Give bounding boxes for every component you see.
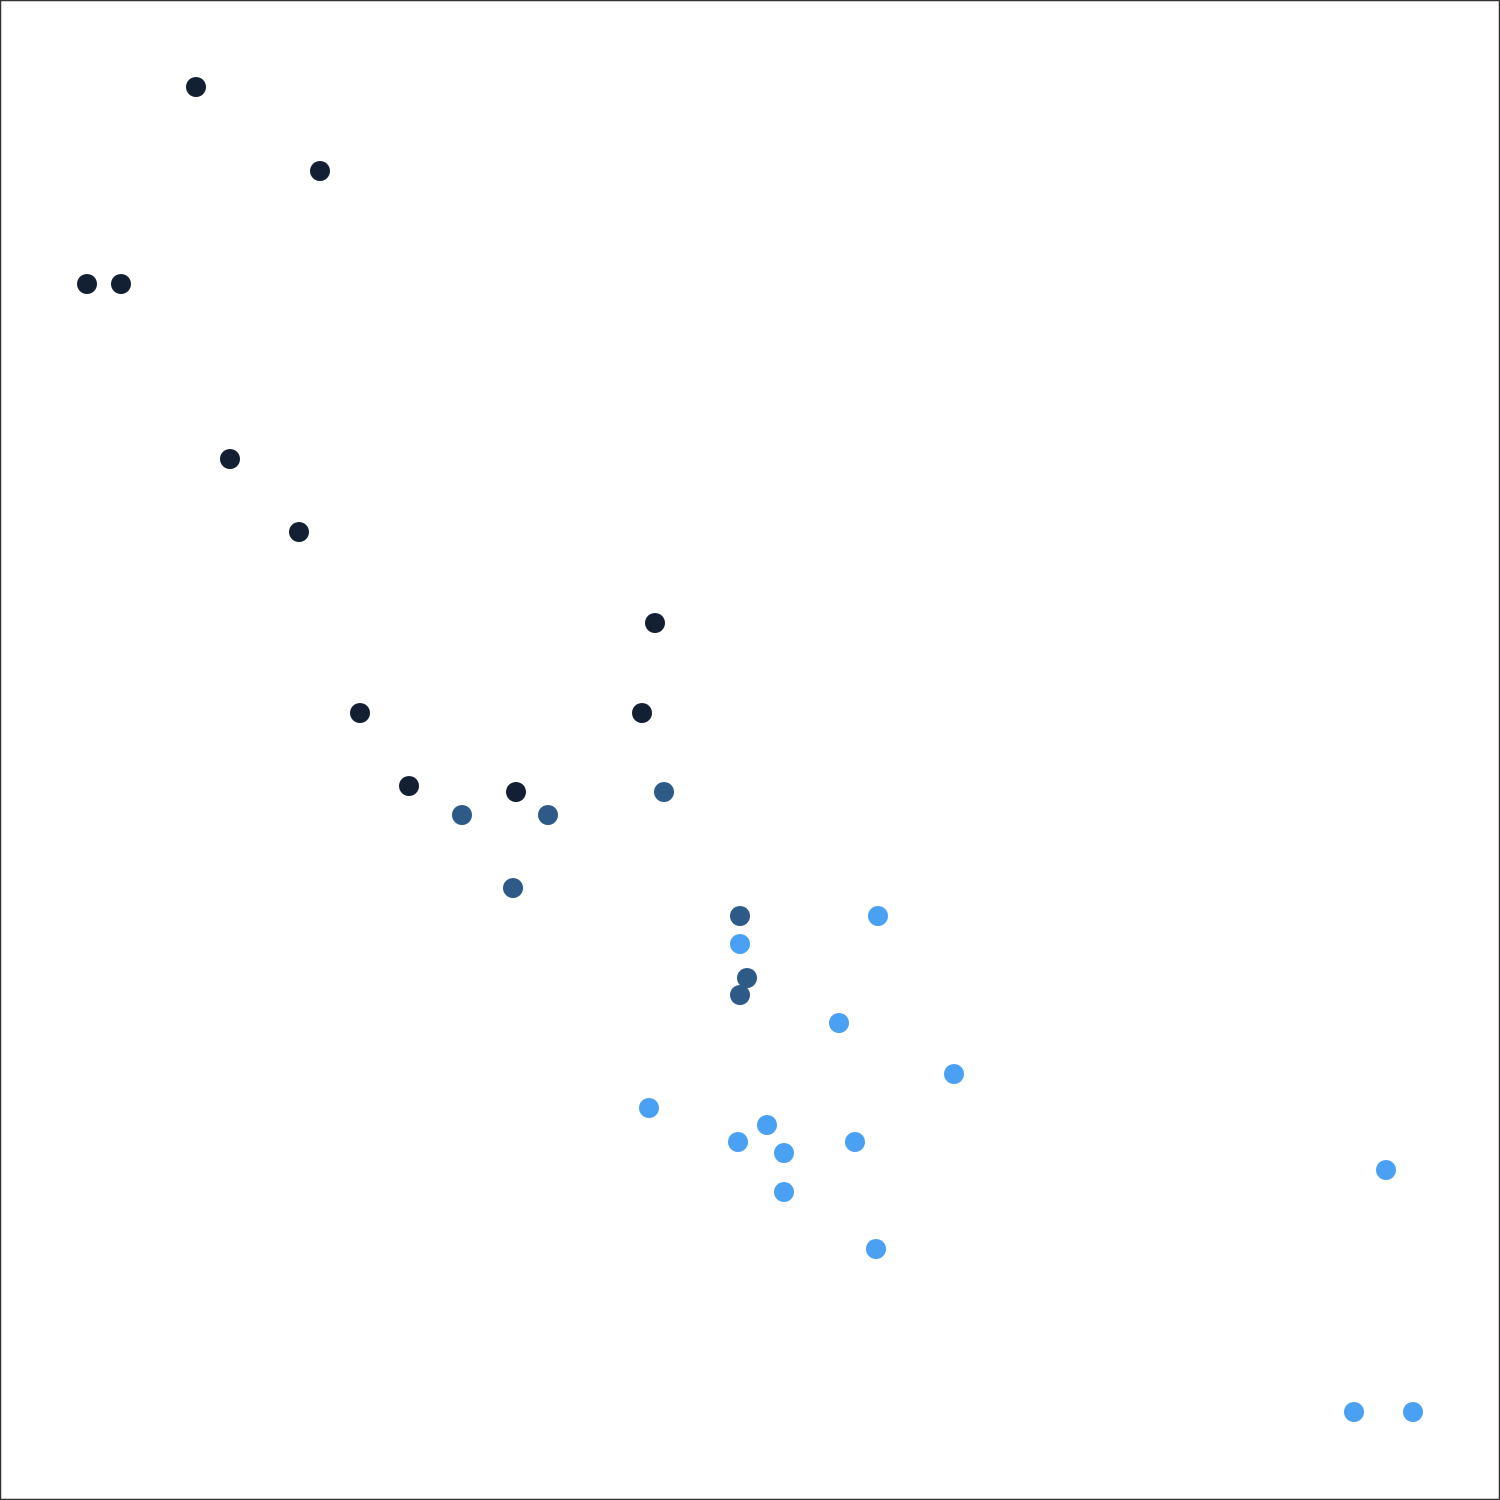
data-point [730,985,750,1005]
points-layer [77,77,1423,1422]
data-point [111,274,131,294]
data-point [220,449,240,469]
data-point [503,878,523,898]
data-point [737,968,757,988]
data-point [350,703,370,723]
data-point [774,1182,794,1202]
data-point [1403,1402,1423,1422]
data-point [1344,1402,1364,1422]
data-point [645,613,665,633]
data-point [310,161,330,181]
data-point [289,522,309,542]
data-point [868,906,888,926]
data-point [506,782,526,802]
data-point [639,1098,659,1118]
data-point [829,1013,849,1033]
data-point [845,1132,865,1152]
data-point [654,782,674,802]
data-point [730,906,750,926]
series-1 [77,77,665,802]
data-point [774,1143,794,1163]
data-point [757,1115,777,1135]
data-point [452,805,472,825]
data-point [866,1239,886,1259]
series-2 [452,782,757,1005]
data-point [632,703,652,723]
data-point [728,1132,748,1152]
data-point [399,776,419,796]
data-point [538,805,558,825]
series-3 [639,906,1423,1422]
data-point [730,934,750,954]
data-point [77,274,97,294]
data-point [186,77,206,97]
data-point [944,1064,964,1084]
data-point [1376,1160,1396,1180]
